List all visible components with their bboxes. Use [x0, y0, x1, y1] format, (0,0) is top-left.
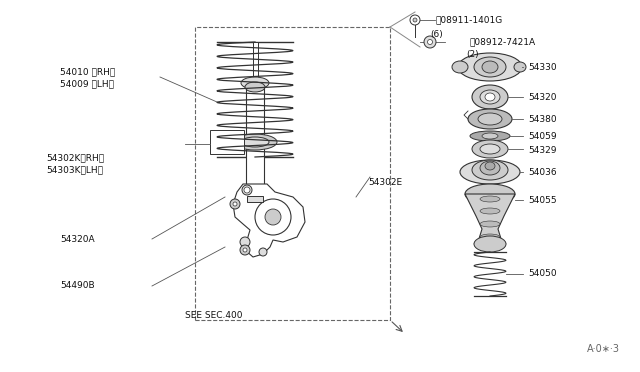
Text: 54302K〈RH〉: 54302K〈RH〉	[46, 154, 104, 163]
Bar	[210, 130, 244, 154]
Text: ⓝ08911-1401G: ⓝ08911-1401G	[436, 16, 503, 25]
Circle shape	[230, 199, 240, 209]
Text: SEE SEC.400: SEE SEC.400	[185, 311, 243, 320]
Circle shape	[428, 39, 433, 45]
Text: 54059: 54059	[528, 131, 557, 141]
Ellipse shape	[233, 134, 277, 150]
Ellipse shape	[480, 196, 500, 202]
Ellipse shape	[480, 221, 500, 227]
Text: 54490B: 54490B	[60, 282, 95, 291]
Circle shape	[424, 36, 436, 48]
Ellipse shape	[480, 161, 500, 175]
Circle shape	[259, 248, 267, 256]
Text: 54380: 54380	[528, 115, 557, 124]
Ellipse shape	[480, 90, 500, 104]
Ellipse shape	[460, 160, 520, 184]
Circle shape	[233, 202, 237, 206]
Text: (2): (2)	[466, 49, 479, 58]
Circle shape	[410, 15, 420, 25]
Ellipse shape	[470, 131, 510, 141]
Ellipse shape	[480, 144, 500, 154]
Ellipse shape	[452, 61, 468, 73]
Text: 54329: 54329	[528, 145, 557, 154]
Circle shape	[243, 248, 247, 252]
Text: 54050: 54050	[528, 269, 557, 279]
Ellipse shape	[472, 160, 508, 180]
Ellipse shape	[465, 184, 515, 204]
Circle shape	[413, 18, 417, 22]
Ellipse shape	[480, 234, 500, 240]
Ellipse shape	[485, 93, 495, 101]
Circle shape	[240, 237, 250, 247]
Ellipse shape	[514, 62, 526, 72]
Text: 54009 〈LH〉: 54009 〈LH〉	[60, 80, 114, 89]
Text: 54330: 54330	[528, 62, 557, 71]
Ellipse shape	[482, 133, 498, 139]
Text: 54302E: 54302E	[368, 177, 402, 186]
Ellipse shape	[468, 109, 512, 129]
Ellipse shape	[265, 209, 281, 225]
Ellipse shape	[474, 236, 506, 252]
Text: 54320: 54320	[528, 93, 557, 102]
Ellipse shape	[241, 77, 269, 89]
Text: 54036: 54036	[528, 167, 557, 176]
Text: (6): (6)	[430, 29, 443, 38]
Polygon shape	[233, 184, 305, 257]
Polygon shape	[465, 194, 515, 244]
Circle shape	[242, 185, 252, 195]
Ellipse shape	[480, 208, 500, 214]
Ellipse shape	[478, 113, 502, 125]
Ellipse shape	[255, 199, 291, 235]
Ellipse shape	[458, 53, 522, 81]
Text: 54055: 54055	[528, 196, 557, 205]
Circle shape	[240, 245, 250, 255]
Bar	[247, 196, 263, 202]
Text: 54010 〈RH〉: 54010 〈RH〉	[60, 67, 115, 77]
Ellipse shape	[472, 85, 508, 109]
Circle shape	[244, 187, 250, 193]
Ellipse shape	[482, 61, 498, 73]
Text: 54320A: 54320A	[60, 234, 95, 244]
Text: ⓝ08912-7421A: ⓝ08912-7421A	[470, 38, 536, 46]
Ellipse shape	[245, 82, 265, 92]
Ellipse shape	[474, 57, 506, 77]
Text: 54303K〈LH〉: 54303K〈LH〉	[46, 166, 103, 174]
Bar	[246, 87, 264, 187]
Ellipse shape	[485, 162, 495, 170]
Text: A·0∗·3: A·0∗·3	[587, 344, 620, 354]
Ellipse shape	[241, 137, 269, 147]
Bar	[253, 42, 257, 87]
Ellipse shape	[472, 140, 508, 158]
